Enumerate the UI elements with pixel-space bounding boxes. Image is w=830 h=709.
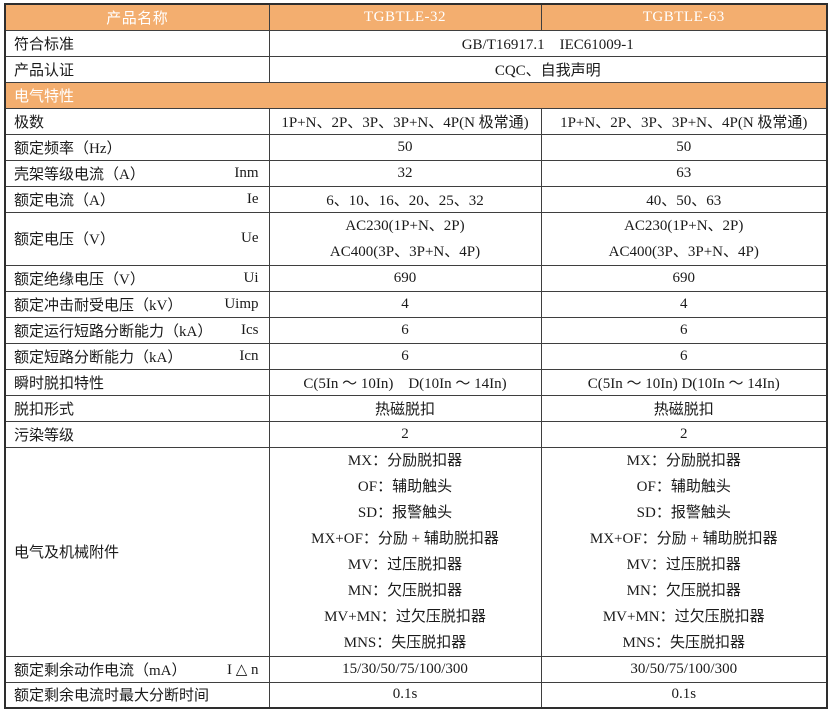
value-frame-current-tgbtle32: 32 <box>268 159 542 187</box>
row-label-rated-voltage: 额定电压（V） Ue <box>4 211 270 266</box>
value-icn-tgbtle63: 6 <box>540 342 828 370</box>
section-header-row: 电气特性 <box>4 81 828 109</box>
value-ics-tgbtle32: 6 <box>268 316 542 344</box>
table-row: 额定绝缘电压（V） Ui 690 690 <box>4 264 828 292</box>
table-row: 额定电流（A） Ie 6、10、16、20、25、32 40、50、63 <box>4 185 828 213</box>
row-label-standards: 符合标准 <box>4 29 270 57</box>
value-impulse-voltage-tgbtle32: 4 <box>268 290 542 318</box>
row-label-instantaneous-trip: 瞬时脱扣特性 <box>4 368 270 396</box>
value-instantaneous-trip-tgbtle32: C(5In ～ 10In) D(10In ～ 14In) <box>268 368 542 396</box>
spec-symbol: I △ n <box>226 661 259 678</box>
value-accessories-tgbtle63: MX：分励脱扣器 OF：辅助触头 SD：报警触头 MX+OF：分励 + 辅助脱扣… <box>540 446 828 657</box>
table-row: 额定电压（V） Ue AC230(1P+N、2P) AC400(3P、3P+N、… <box>4 211 828 266</box>
spec-label: 额定剩余动作电流（mA） <box>14 662 187 679</box>
row-label-poles: 极数 <box>4 107 270 135</box>
row-label-impulse-voltage: 额定冲击耐受电压（kV） Uimp <box>4 290 270 318</box>
spec-label: 额定电压（V） <box>14 232 115 248</box>
value-pollution-degree-tgbtle32: 2 <box>268 420 542 448</box>
section-title-electrical: 电气特性 <box>4 81 828 109</box>
value-rated-voltage-tgbtle63: AC230(1P+N、2P) AC400(3P、3P+N、4P) <box>540 211 828 266</box>
row-label-trip-type: 脱扣形式 <box>4 394 270 422</box>
row-label-icn: 额定短路分断能力（kA） Icn <box>4 342 270 370</box>
value-max-breaking-time-tgbtle32: 0.1s <box>268 681 542 709</box>
value-ics-tgbtle63: 6 <box>540 316 828 344</box>
row-label-frequency: 额定频率（Hz） <box>4 133 270 161</box>
value-poles-tgbtle32: 1P+N、2P、3P、3P+N、4P(N 极常通) <box>268 107 542 135</box>
spec-symbol: Inm <box>234 164 259 181</box>
table-row: 瞬时脱扣特性 C(5In ～ 10In) D(10In ～ 14In) C(5I… <box>4 368 828 396</box>
table-row: 产品认证 CQC、自我声明 <box>4 55 828 83</box>
spec-label: 额定短路分断能力（kA） <box>14 349 183 366</box>
row-label-certification: 产品认证 <box>4 55 270 83</box>
value-frame-current-tgbtle63: 63 <box>540 159 828 187</box>
table-row: 符合标准 GB/T16917.1 IEC61009-1 <box>4 29 828 57</box>
table-row: 额定剩余动作电流（mA） I △ n 15/30/50/75/100/300 3… <box>4 655 828 683</box>
value-accessories-tgbtle32: MX：分励脱扣器 OF：辅助触头 SD：报警触头 MX+OF：分励 + 辅助脱扣… <box>268 446 542 657</box>
row-label-frame-current: 壳架等级电流（A） Inm <box>4 159 270 187</box>
spec-symbol: Ie <box>246 190 259 207</box>
spec-label: 额定运行短路分断能力（kA） <box>14 323 213 340</box>
table-row: 脱扣形式 热磁脱扣 热磁脱扣 <box>4 394 828 422</box>
model-header-tgbtle63: TGBTLE-63 <box>540 3 828 31</box>
spec-label: 额定绝缘电压（V） <box>14 271 145 288</box>
spec-label: 额定电流（A） <box>14 192 115 209</box>
value-trip-type-tgbtle32: 热磁脱扣 <box>268 394 542 422</box>
spec-label: 额定冲击耐受电压（kV） <box>14 297 183 314</box>
row-label-accessories: 电气及机械附件 <box>4 446 270 657</box>
value-max-breaking-time-tgbtle63: 0.1s <box>540 681 828 709</box>
value-frequency-tgbtle32: 50 <box>268 133 542 161</box>
table-row: 额定剩余电流时最大分断时间 0.1s 0.1s <box>4 681 828 709</box>
table-row: 壳架等级电流（A） Inm 32 63 <box>4 159 828 187</box>
value-frequency-tgbtle63: 50 <box>540 133 828 161</box>
spec-symbol: Ics <box>241 321 259 338</box>
value-trip-type-tgbtle63: 热磁脱扣 <box>540 394 828 422</box>
row-label-ics: 额定运行短路分断能力（kA） Ics <box>4 316 270 344</box>
value-rated-current-tgbtle32: 6、10、16、20、25、32 <box>268 185 542 213</box>
value-impulse-voltage-tgbtle63: 4 <box>540 290 828 318</box>
value-certification: CQC、自我声明 <box>268 55 828 83</box>
table-row: 额定短路分断能力（kA） Icn 6 6 <box>4 342 828 370</box>
spec-symbol: Ue <box>241 230 259 246</box>
table-row: 额定运行短路分断能力（kA） Ics 6 6 <box>4 316 828 344</box>
value-insulation-voltage-tgbtle63: 690 <box>540 264 828 292</box>
spec-symbol: Uimp <box>224 295 259 312</box>
table-header-row: 产品名称 TGBTLE-32 TGBTLE-63 <box>4 3 828 31</box>
value-insulation-voltage-tgbtle32: 690 <box>268 264 542 292</box>
spec-symbol: Ui <box>243 269 259 286</box>
row-label-pollution-degree: 污染等级 <box>4 420 270 448</box>
value-pollution-degree-tgbtle63: 2 <box>540 420 828 448</box>
table-row: 极数 1P+N、2P、3P、3P+N、4P(N 极常通) 1P+N、2P、3P、… <box>4 107 828 135</box>
table-row: 额定频率（Hz） 50 50 <box>4 133 828 161</box>
value-icn-tgbtle32: 6 <box>268 342 542 370</box>
value-residual-current-tgbtle32: 15/30/50/75/100/300 <box>268 655 542 683</box>
value-rated-voltage-tgbtle32: AC230(1P+N、2P) AC400(3P、3P+N、4P) <box>268 211 542 266</box>
row-label-rated-current: 额定电流（A） Ie <box>4 185 270 213</box>
value-standards: GB/T16917.1 IEC61009-1 <box>268 29 828 57</box>
product-spec-table: 产品名称 TGBTLE-32 TGBTLE-63 符合标准 GB/T16917.… <box>4 3 828 709</box>
table-row: 污染等级 2 2 <box>4 420 828 448</box>
value-rated-current-tgbtle63: 40、50、63 <box>540 185 828 213</box>
table-row: 额定冲击耐受电压（kV） Uimp 4 4 <box>4 290 828 318</box>
table-row: 电气及机械附件 MX：分励脱扣器 OF：辅助触头 SD：报警触头 MX+OF：分… <box>4 446 828 657</box>
row-label-residual-current: 额定剩余动作电流（mA） I △ n <box>4 655 270 683</box>
model-header-tgbtle32: TGBTLE-32 <box>268 3 542 31</box>
value-residual-current-tgbtle63: 30/50/75/100/300 <box>540 655 828 683</box>
spec-label: 壳架等级电流（A） <box>14 166 145 183</box>
value-instantaneous-trip-tgbtle63: C(5In ～ 10In) D(10In ～ 14In) <box>540 368 828 396</box>
row-label-insulation-voltage: 额定绝缘电压（V） Ui <box>4 264 270 292</box>
row-label-max-breaking-time: 额定剩余电流时最大分断时间 <box>4 681 270 709</box>
product-name-header-cell: 产品名称 <box>4 3 270 31</box>
value-poles-tgbtle63: 1P+N、2P、3P、3P+N、4P(N 极常通) <box>540 107 828 135</box>
spec-symbol: Icn <box>239 347 259 364</box>
